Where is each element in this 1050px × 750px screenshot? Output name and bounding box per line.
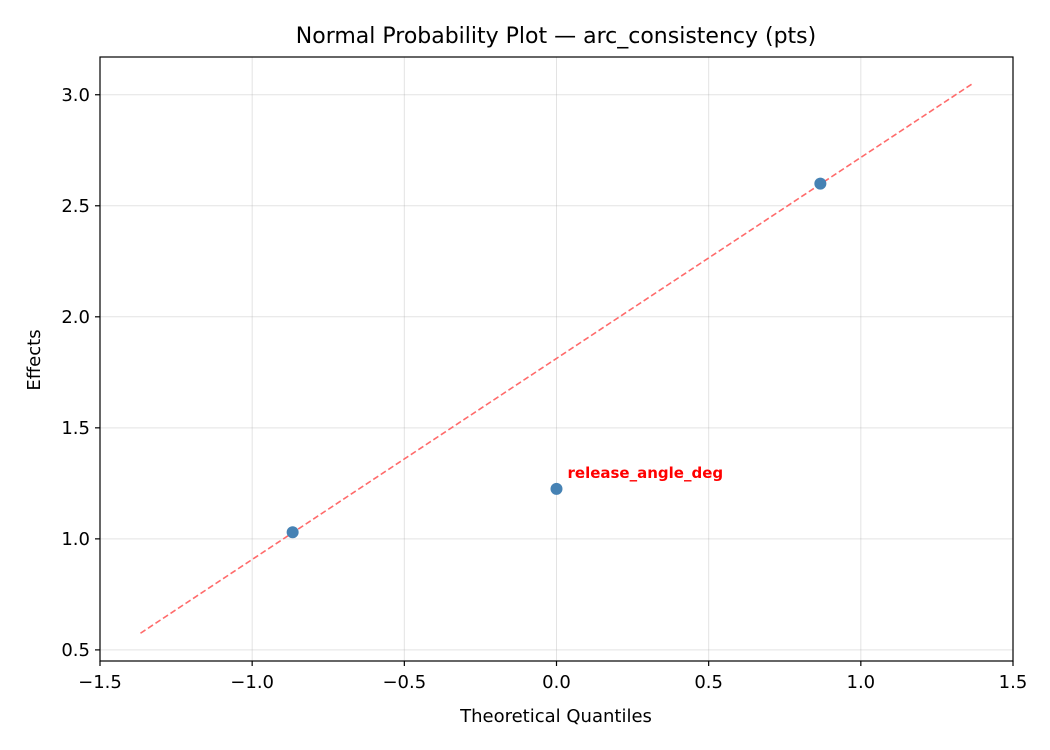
chart-title: Normal Probability Plot — arc_consistenc…	[296, 24, 816, 49]
y-tick-label: 3.0	[61, 85, 90, 106]
data-point	[814, 177, 827, 190]
x-tick-label: 0.0	[542, 672, 571, 693]
y-axis-label: Effects	[24, 329, 45, 390]
x-tick-label: −0.5	[382, 672, 426, 693]
x-axis-ticks: −1.5 −1.0 −0.5 0.0 0.5 1.0 1.5	[78, 661, 1027, 693]
x-axis-label: Theoretical Quantiles	[459, 706, 652, 727]
y-axis-ticks: 0.5 1.0 1.5 2.0 2.5 3.0	[61, 85, 100, 661]
y-tick-label: 2.5	[61, 196, 90, 217]
x-tick-label: −1.0	[230, 672, 274, 693]
grid	[99, 57, 1014, 661]
reference-line	[140, 82, 973, 634]
y-tick-label: 0.5	[61, 640, 90, 661]
data-point	[550, 482, 563, 495]
data-point	[286, 526, 299, 539]
x-tick-label: 1.5	[999, 672, 1028, 693]
y-tick-label: 1.5	[61, 418, 90, 439]
y-tick-label: 1.0	[61, 529, 90, 550]
x-tick-label: 1.0	[847, 672, 876, 693]
x-tick-label: −1.5	[78, 672, 122, 693]
point-annotation: release_angle_deg	[568, 464, 724, 482]
x-tick-label: 0.5	[694, 672, 723, 693]
y-tick-label: 2.0	[61, 307, 90, 328]
data-points	[286, 177, 827, 539]
annotations: release_angle_deg	[568, 464, 724, 482]
reference-line-layer	[140, 82, 973, 634]
